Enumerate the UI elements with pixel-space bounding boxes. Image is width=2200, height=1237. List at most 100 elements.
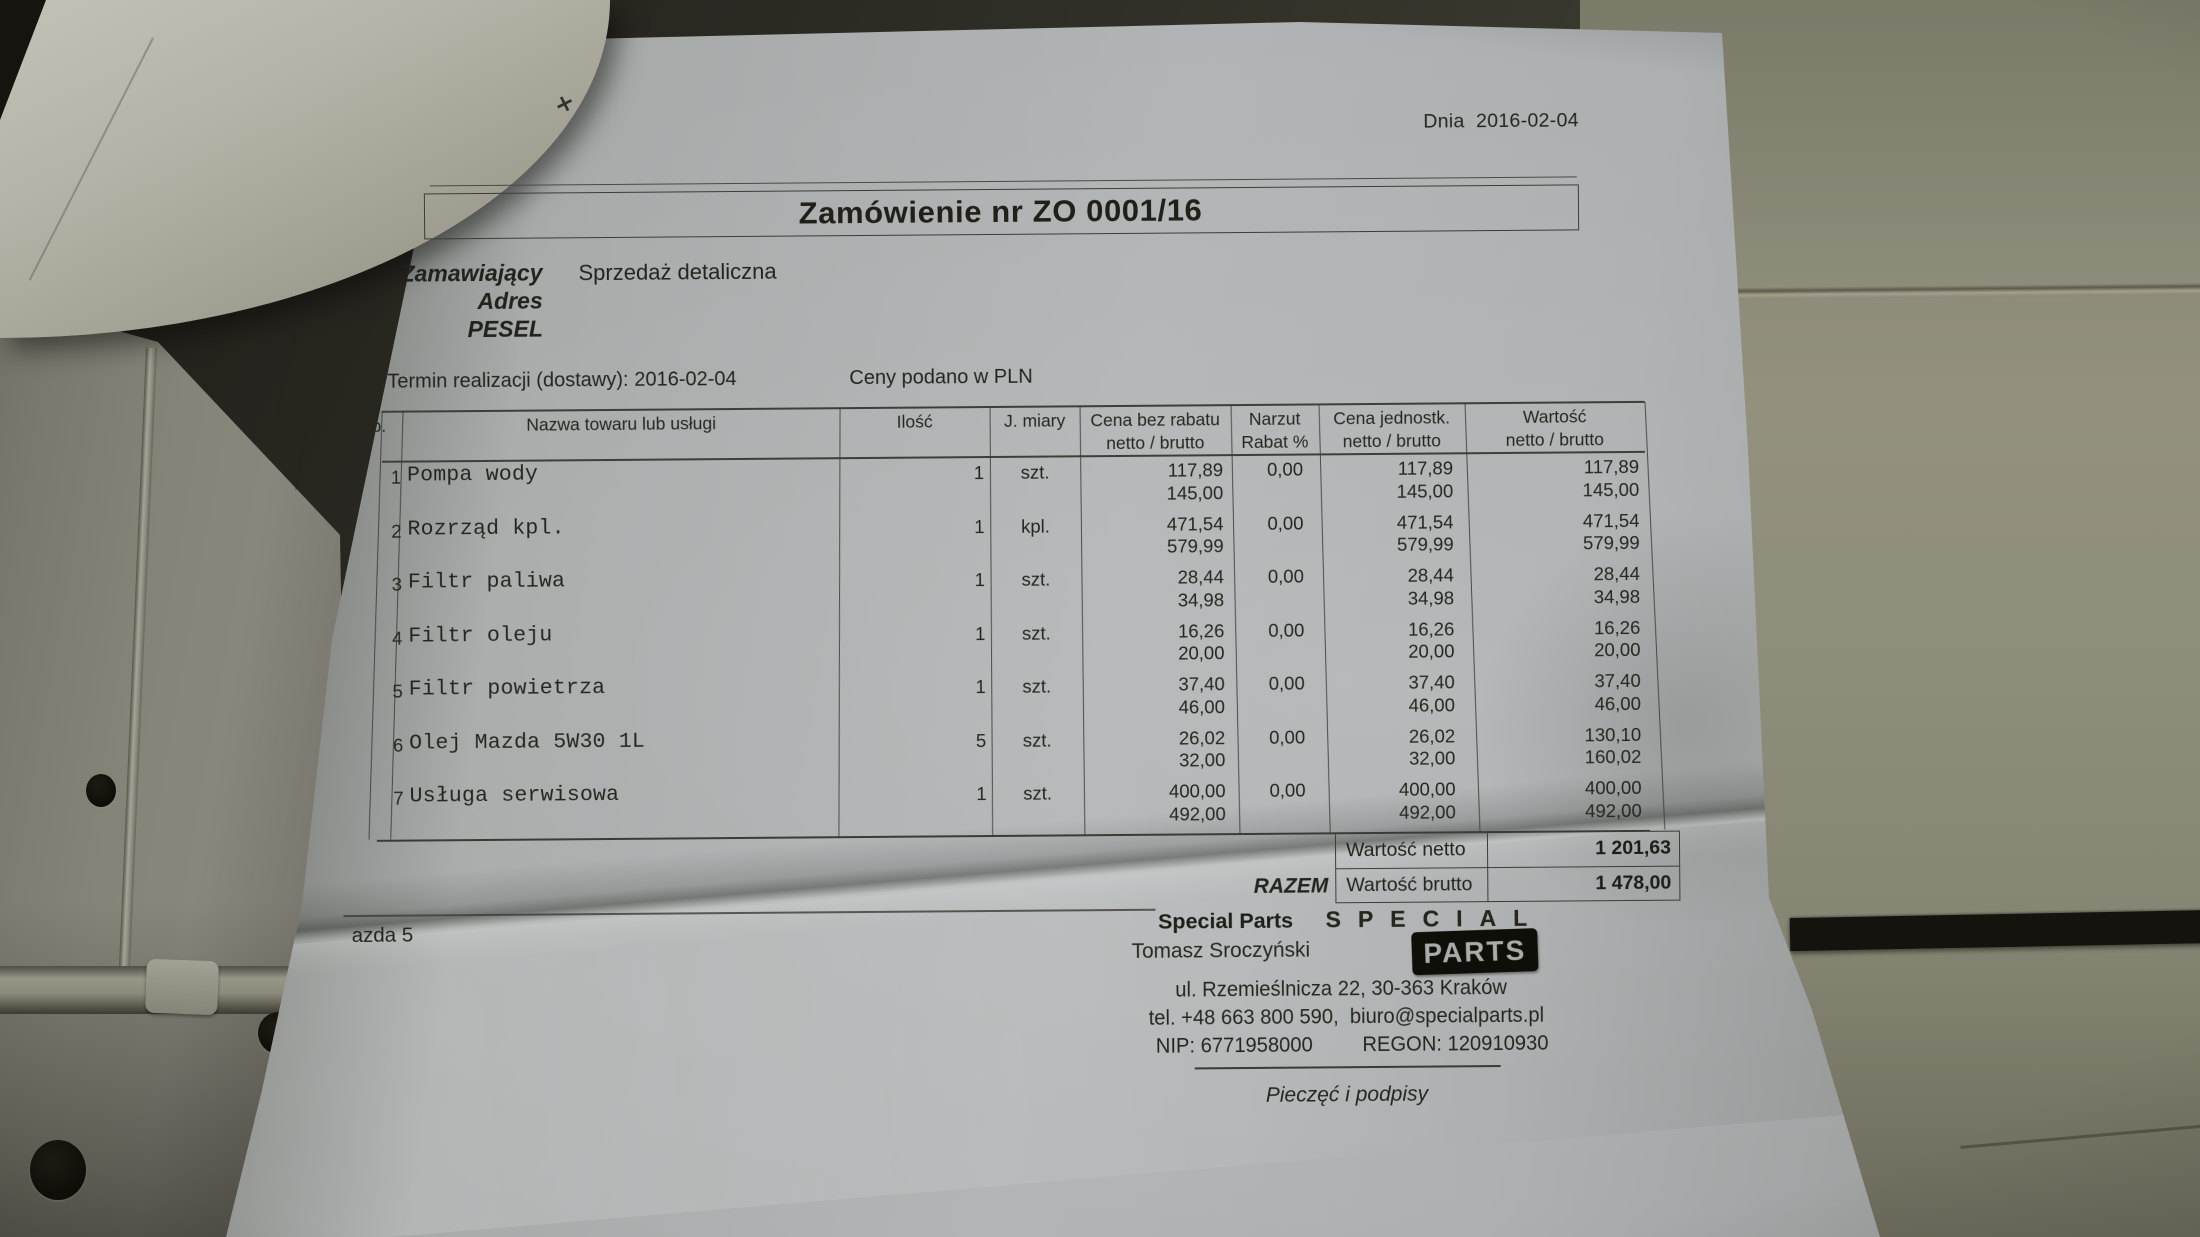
row-number: 5: [392, 680, 403, 702]
company-name: Special Parts: [1157, 908, 1294, 934]
company-owner: Tomasz Sroczyński: [1131, 937, 1311, 963]
totals-gross-row: Wartość brutto 1 478,00: [1336, 865, 1680, 903]
value-cell: 16,26 20,00: [1593, 616, 1641, 661]
binder-hole: [30, 1140, 86, 1200]
item-name: Filtr paliwa: [407, 569, 566, 595]
delivery-term-date: 2016-02-04: [634, 367, 737, 391]
header-value: Wartość netto / brutto: [1505, 406, 1605, 450]
net-value: 1 201,63: [1595, 836, 1672, 860]
price-no-discount-cell: 37,40 46,00: [1178, 673, 1225, 718]
price-no-discount-cell: 16,26 20,00: [1177, 619, 1225, 664]
price-no-discount-cell: 26,02 32,00: [1178, 726, 1226, 771]
gross-label: Wartość brutto: [1336, 867, 1489, 903]
item-quantity: 1: [974, 622, 986, 644]
document-date: Dnia 2016-02-04: [1423, 109, 1579, 133]
item-quantity: 1: [974, 515, 985, 537]
footer-rule: [343, 908, 1156, 917]
table-vertical-line: [368, 411, 383, 840]
unit-price-cell: 400,00 492,00: [1398, 778, 1456, 823]
company-address: ul. Rzemieślnicza 22, 30-363 Kraków: [1175, 975, 1508, 1002]
table-body: 1 Pompa wody 1 szt. 117,89 145,00 0,00 1…: [382, 453, 1648, 837]
header-markup: Narzut Rabat %: [1241, 408, 1309, 453]
row-number: 1: [390, 466, 402, 488]
header-qty: Ilość: [896, 411, 933, 432]
price-no-discount-cell: 117,89 145,00: [1166, 459, 1224, 504]
vehicle-text: azda 5: [351, 923, 414, 948]
markup-cell: 0,00: [1267, 565, 1304, 587]
markup-cell: 0,00: [1267, 512, 1304, 534]
currency-note: Ceny podano w PLN: [849, 365, 1033, 390]
table-row: 1 Pompa wody 1 szt. 117,89 145,00 0,00 1…: [382, 453, 1645, 516]
row-number: 4: [391, 627, 403, 649]
markup-cell: 0,00: [1269, 779, 1306, 801]
item-quantity: 1: [976, 783, 987, 805]
row-number: 3: [391, 573, 403, 595]
table-row: 4 Filtr oleju 1 szt. 16,26 20,00 0,00 16…: [383, 613, 1646, 676]
unit-price-cell: 117,89 145,00: [1396, 457, 1454, 502]
item-name: Usługa serwisowa: [409, 782, 620, 809]
row-number: 6: [392, 734, 404, 756]
value-cell: 117,89 145,00: [1582, 455, 1640, 500]
nip-underline: [1194, 1065, 1501, 1070]
ordering-party-value: Sprzedaż detaliczna: [578, 258, 777, 286]
item-unit: szt.: [1021, 568, 1051, 590]
net-label: Wartość netto: [1335, 833, 1489, 868]
value-cell: 37,40 46,00: [1594, 669, 1641, 714]
unit-price-cell: 26,02 32,00: [1408, 724, 1456, 769]
parts-logo-stamp: PARTS: [1411, 928, 1539, 976]
company-nip: NIP: 6771958000: [1155, 1033, 1313, 1058]
markup-cell: 0,00: [1268, 619, 1305, 641]
markup-cell: 0,00: [1268, 672, 1305, 694]
address-label: Adres: [477, 287, 543, 315]
unit-price-cell: 37,40 46,00: [1408, 671, 1455, 716]
item-unit: kpl.: [1020, 515, 1050, 537]
item-unit: szt.: [1020, 461, 1050, 483]
value-cell: 471,54 579,99: [1582, 509, 1640, 554]
price-no-discount-cell: 28,44 34,98: [1177, 566, 1225, 611]
item-unit: szt.: [1023, 782, 1053, 804]
item-unit: szt.: [1022, 675, 1052, 697]
delivery-term-label: Termin realizacji (dostawy):: [387, 368, 629, 393]
item-name: Pompa wody: [406, 462, 539, 488]
unit-price-cell: 471,54 579,99: [1396, 510, 1454, 555]
table-row: 3 Filtr paliwa 1 szt. 28,44 34,98 0,00 2…: [383, 560, 1646, 623]
item-name: Filtr oleju: [408, 622, 553, 649]
header-price-no-discount: Cena bez rabatu netto / brutto: [1090, 409, 1220, 454]
item-name: Filtr powietrza: [408, 676, 606, 702]
pesel-label: PESEL: [467, 315, 544, 343]
item-unit: szt.: [1021, 622, 1051, 644]
company-regon: REGON: 120910930: [1362, 1031, 1549, 1057]
table-header: .p. Nazwa towaru lub usługi Ilość J. mia…: [367, 402, 1645, 461]
item-quantity: 5: [975, 729, 987, 751]
totals-net-row: Wartość netto 1 201,63: [1335, 832, 1679, 868]
item-name: Olej Mazda 5W30 1L: [409, 729, 646, 756]
totals-box: Wartość netto 1 201,63 Wartość brutto 1 …: [1334, 830, 1681, 904]
table-row: 6 Olej Mazda 5W30 1L 5 szt. 26,02 32,00 …: [384, 720, 1647, 783]
item-quantity: 1: [974, 569, 985, 591]
price-no-discount-cell: 471,54 579,99: [1166, 512, 1224, 557]
value-cell: 28,44 34,98: [1593, 562, 1641, 607]
value-cell: 130,10 160,02: [1584, 723, 1642, 768]
company-contact: tel. +48 663 800 590, biuro@specialparts…: [1148, 1003, 1545, 1030]
ordering-party-label: Zamawiający: [400, 259, 543, 287]
binder-hole: [86, 774, 116, 807]
table-row: 7 Usługa serwisowa 1 szt. 400,00 492,00 …: [384, 774, 1647, 837]
price-no-discount-cell: 400,00 492,00: [1168, 780, 1226, 825]
razem-label: RAZEM: [1253, 874, 1329, 898]
stamp-and-signatures-caption: Pieczęć i podpisy: [1265, 1082, 1429, 1107]
unit-price-cell: 16,26 20,00: [1407, 617, 1455, 662]
markup-cell: 0,00: [1269, 726, 1306, 748]
item-quantity: 1: [973, 462, 985, 484]
item-unit: szt.: [1022, 729, 1052, 751]
row-number: 2: [391, 520, 402, 542]
document-title: Zamówienie nr ZO 0001/16: [798, 192, 1203, 231]
table-row: 2 Rozrząd kpl. 1 kpl. 471,54 579,99 0,00…: [382, 506, 1645, 569]
gross-value: 1 478,00: [1595, 871, 1672, 894]
value-cell: 400,00 492,00: [1584, 776, 1642, 821]
item-name: Rozrząd kpl.: [407, 515, 565, 542]
table-vertical-line: [1644, 401, 1666, 830]
item-quantity: 1: [975, 676, 986, 698]
table-row: 5 Filtr powietrza 1 szt. 37,40 46,00 0,0…: [384, 667, 1647, 730]
